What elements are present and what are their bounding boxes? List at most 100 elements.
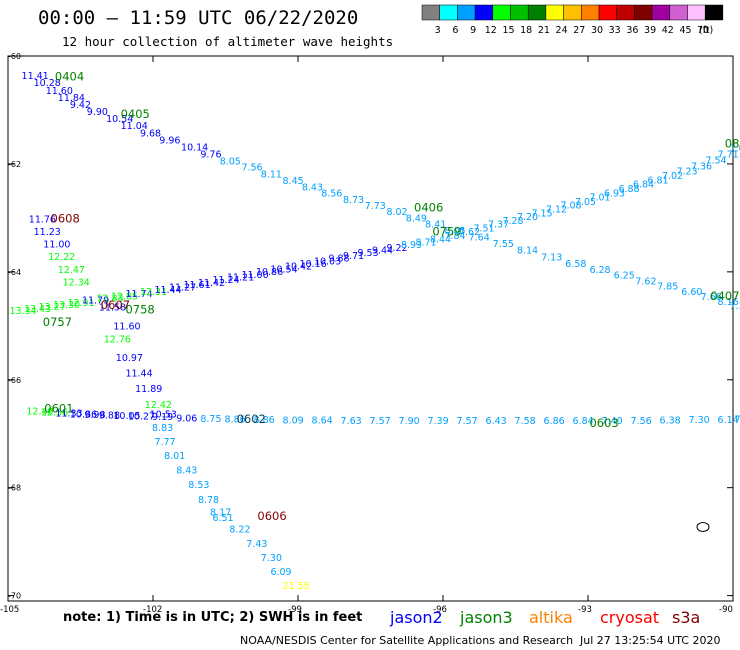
swh-value-east-west-track-27: 7.30 xyxy=(689,415,710,426)
swh-value-jason3-NW-SE-18: 8.73 xyxy=(343,195,364,206)
swh-value-SW-NE-track-26: 9.22 xyxy=(386,243,407,254)
time-label-0602: 0602 xyxy=(237,412,266,426)
swh-value-west-N-S-track-9: 10.97 xyxy=(116,353,143,364)
swh-value-SW-NE-track-25: 9.44 xyxy=(372,245,393,256)
lat-label-0: -60 xyxy=(8,52,21,61)
lon-label-4: -93 xyxy=(578,605,592,615)
swh-value-jason3-NW-SE-30: 6.25 xyxy=(614,270,635,281)
legend-label-7: 24 xyxy=(556,25,568,36)
time-label-0757: 0757 xyxy=(43,315,72,329)
swh-value-SW-NE-track-34: 7.28 xyxy=(502,216,523,227)
swh-value-east-west-track-23: 6.84 xyxy=(573,416,594,427)
legend-label-6: 21 xyxy=(538,25,550,36)
swh-value-SW-NE-track-7: 12.85 xyxy=(111,291,138,302)
swh-value-east-west-track-22: 6.86 xyxy=(544,416,565,427)
swh-value-SW-NE-track-50: 7.05 xyxy=(730,144,740,155)
swh-value-jason3-NW-SE-25: 7.55 xyxy=(493,239,514,250)
swh-value-west-N-S-track-8: 12.76 xyxy=(104,335,131,346)
swh-value-jason3-NW-SE-12: 8.05 xyxy=(220,156,241,167)
swh-value-diag-S-track-0: 8.83 xyxy=(152,423,173,434)
swh-value-jason3-NW-SE-4: 9.42 xyxy=(70,100,91,111)
legend-label-15: 70 xyxy=(697,25,709,36)
lon-label-5: -90 xyxy=(719,605,733,615)
swh-value-SW-NE-track-14: 11.24 xyxy=(212,275,239,286)
swh-value-SW-NE-track-19: 10.42 xyxy=(285,262,312,273)
swh-value-jason3-NW-SE-35: 8.16 xyxy=(718,297,739,308)
swh-value-west-N-S-track-1: 11.23 xyxy=(34,227,61,238)
swh-value-jason3-NW-SE-11: 9.76 xyxy=(200,149,221,160)
swh-value-east-west-track-15: 7.63 xyxy=(341,416,362,427)
credit-text: NOAA/NESDIS Center for Satellite Applica… xyxy=(240,634,574,647)
swh-value-jason3-NW-SE-10: 10.14 xyxy=(181,142,208,153)
swh-value-SW-NE-track-27: 8.93 xyxy=(401,240,422,251)
swh-value-west-N-S-track-10: 11.44 xyxy=(125,369,152,380)
swh-value-SW-NE-track-16: 11.00 xyxy=(241,270,268,281)
swh-value-SW-NE-track-21: 10.03 xyxy=(314,256,341,267)
swh-value-jason3-NW-SE-15: 8.45 xyxy=(283,176,304,187)
legend-label-13: 42 xyxy=(662,25,674,36)
swh-value-jason3-NW-SE-16: 8.43 xyxy=(302,182,323,193)
swh-value-SW-NE-track-5: 11.79 xyxy=(82,296,109,307)
swh-value-east-west-track-5: 9.88 xyxy=(99,411,120,422)
swh-value-SW-NE-track-4: 12.91 xyxy=(67,298,94,309)
swh-value-east-west-track-17: 7.90 xyxy=(399,416,420,427)
lat-label-4: -68 xyxy=(8,484,21,493)
swh-value-SW-NE-track-42: 6.88 xyxy=(618,184,639,195)
swh-value-east-west-track-6: 10.05 xyxy=(113,411,140,422)
swh-value-jason3-NW-SE-23: 8.05 xyxy=(444,226,465,237)
swh-value-SW-NE-track-45: 7.02 xyxy=(662,171,683,182)
lat-label-1: -62 xyxy=(8,160,21,169)
swh-value-SW-NE-track-22: 9.88 xyxy=(328,254,349,265)
swh-value-SW-NE-track-47: 7.36 xyxy=(691,161,712,172)
swh-value-west-N-S-track-13: 10.53 xyxy=(150,410,177,421)
swh-value-SW-NE-track-10: 11.44 xyxy=(154,285,181,296)
time-label-0404: 0404 xyxy=(55,69,84,83)
legend-label-1: 6 xyxy=(452,25,458,36)
legend-label-3: 12 xyxy=(485,25,497,36)
swh-value-SW-NE-track-8: 11.74 xyxy=(125,289,152,300)
swh-value-diag-S-track-12: 21.55 xyxy=(283,581,310,592)
swh-value-SW-NE-track-30: 7.84 xyxy=(444,231,465,242)
swh-value-jason3-NW-SE-28: 6.58 xyxy=(565,259,586,270)
swh-value-jason3-NW-SE-24: 7.64 xyxy=(469,233,490,244)
swh-value-SW-NE-track-11: 11.27 xyxy=(169,283,196,294)
legend-label-11: 36 xyxy=(626,25,638,36)
swh-value-SW-NE-track-24: 9.53 xyxy=(357,248,378,259)
lat-label-3: -66 xyxy=(8,376,21,385)
swh-value-jason3-NW-SE-34: 7.66 xyxy=(701,292,722,303)
swh-value-SW-NE-track-48: 7.54 xyxy=(705,155,726,166)
swh-value-jason3-NW-SE-26: 8.14 xyxy=(517,245,538,256)
timestamp-text: Jul 27 13:25:54 UTC 2020 xyxy=(580,634,721,647)
lat-label-2: -64 xyxy=(8,268,21,277)
satellite-jason2: jason2 xyxy=(390,608,443,627)
swh-value-east-west-track-18: 7.39 xyxy=(428,416,449,427)
swh-value-SW-NE-track-40: 7.01 xyxy=(589,193,610,204)
swh-value-SW-NE-track-37: 7.12 xyxy=(546,204,567,215)
legend-label-8: 27 xyxy=(573,25,585,36)
swh-value-east-west-track-3: 10.86 xyxy=(70,410,97,421)
time-label-0758: 0758 xyxy=(125,302,154,316)
satellite-jason3: jason3 xyxy=(460,608,513,627)
swh-value-diag-S-track-7: 6.51 xyxy=(212,513,233,524)
map-title: 00:00 — 11:59 UTC 06/22/2020 xyxy=(38,7,359,29)
swh-value-SW-NE-track-12: 11.61 xyxy=(183,280,210,291)
swh-value-SW-NE-track-13: 11.42 xyxy=(198,278,225,289)
swh-value-diag-S-track-6: 8.17 xyxy=(210,508,231,519)
swh-value-SW-NE-track-2: 13.27 xyxy=(38,302,65,313)
swh-value-jason3-NW-SE-22: 8.41 xyxy=(425,220,446,231)
swh-value-jason3-NW-SE-27: 7.13 xyxy=(541,253,562,264)
swh-value-SW-NE-track-44: 6.81 xyxy=(647,175,668,186)
swh-value-diag-S-track-10: 7.30 xyxy=(261,553,282,564)
island-outline xyxy=(696,522,710,532)
time-label-0405: 0405 xyxy=(121,107,150,121)
time-label-0606: 0606 xyxy=(257,509,286,523)
time-label-0759: 0759 xyxy=(432,225,461,239)
color-legend: 3 6 9 12 15 18 21 24 27 30 33 36 39 42 45 70(ft) xyxy=(421,4,724,36)
lon-label-3: -96 xyxy=(433,605,447,615)
swh-value-SW-NE-track-29: 8.44 xyxy=(430,235,451,246)
swh-value-east-west-track-28: 6.14 xyxy=(718,415,739,426)
swh-value-west-N-S-track-2: 11.00 xyxy=(43,240,70,251)
swh-value-jason3-NW-SE-36: 7.3 xyxy=(730,301,740,312)
lon-label-0: -105 xyxy=(0,605,19,615)
